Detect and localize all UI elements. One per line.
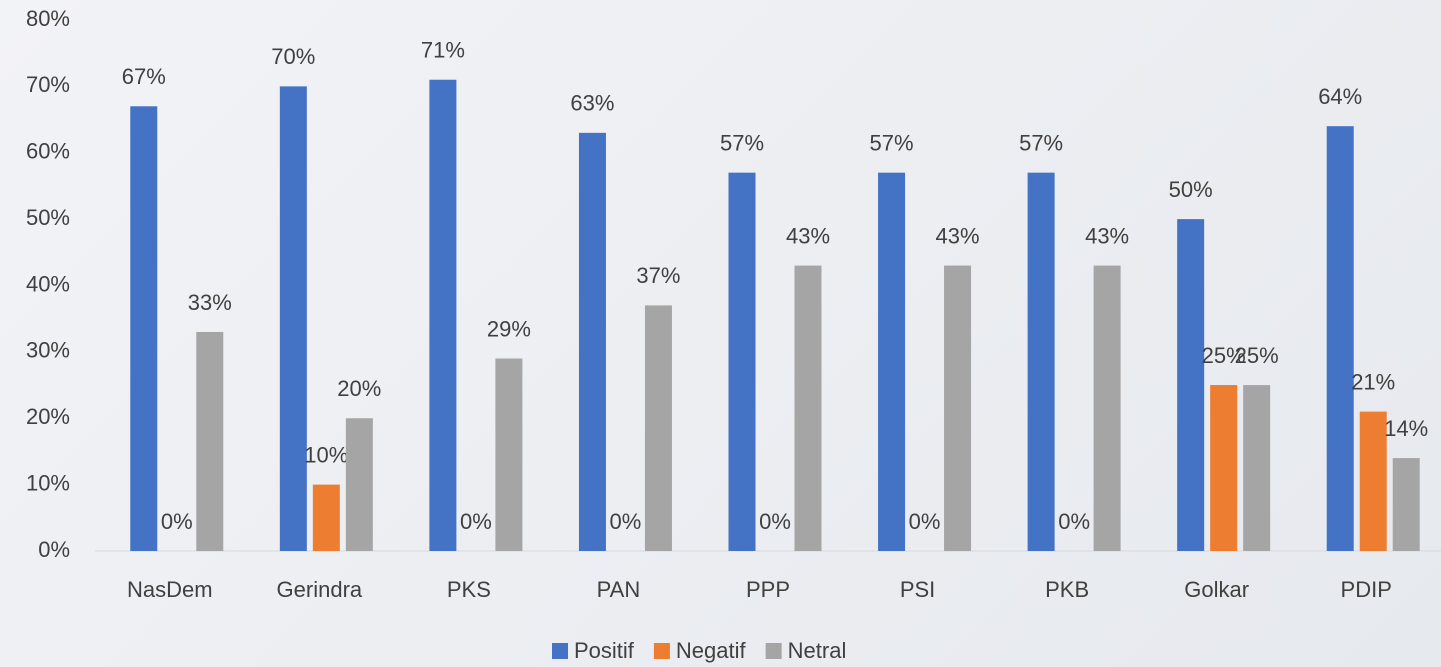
legend-swatch — [765, 643, 782, 659]
x-tick-label: PPP — [746, 577, 790, 602]
bar — [1326, 126, 1354, 551]
data-label: 43% — [786, 223, 830, 248]
data-label: 14% — [1384, 416, 1428, 441]
x-tick-label: NasDem — [127, 577, 213, 602]
data-label: 0% — [759, 509, 791, 534]
data-label: 25% — [1235, 343, 1279, 368]
y-tick-label: 10% — [26, 470, 70, 495]
y-tick-label: 20% — [26, 404, 70, 429]
data-label: 20% — [337, 376, 381, 401]
legend-swatch — [552, 643, 568, 659]
data-label: 50% — [1169, 177, 1213, 202]
bar — [644, 305, 672, 551]
x-tick-label: PDIP — [1341, 577, 1392, 602]
y-tick-label: 30% — [26, 338, 70, 363]
x-tick-label: PAN — [597, 577, 641, 602]
legend-label: Negatif — [676, 638, 747, 663]
legend-label: Netral — [788, 638, 847, 663]
y-tick-label: 50% — [26, 205, 70, 230]
bar — [1243, 385, 1271, 551]
bar — [495, 358, 523, 551]
bar — [1093, 265, 1121, 551]
legend-label: Positif — [574, 638, 635, 663]
x-tick-label: PKS — [447, 577, 491, 602]
bar — [1210, 385, 1238, 551]
bar — [1359, 411, 1387, 551]
bar — [1027, 172, 1055, 551]
data-label: 43% — [936, 223, 980, 248]
bar — [578, 132, 606, 551]
data-label: 70% — [271, 44, 315, 69]
data-label: 0% — [460, 509, 492, 534]
y-tick-label: 70% — [26, 72, 70, 97]
y-tick-label: 60% — [26, 139, 70, 164]
data-label: 29% — [487, 316, 531, 341]
data-label: 71% — [421, 38, 465, 63]
data-label: 0% — [1058, 509, 1090, 534]
x-tick-label: Golkar — [1184, 577, 1249, 602]
bar — [944, 265, 972, 551]
y-tick-label: 0% — [38, 537, 70, 562]
data-label: 25% — [1202, 343, 1246, 368]
data-label: 57% — [870, 130, 914, 155]
data-label: 64% — [1318, 84, 1362, 109]
x-tick-label: PKB — [1045, 577, 1089, 602]
data-label: 33% — [188, 290, 232, 315]
bar — [279, 86, 307, 551]
data-label: 63% — [570, 91, 614, 116]
bar — [794, 265, 822, 551]
data-label: 43% — [1085, 223, 1129, 248]
data-label: 21% — [1351, 369, 1395, 394]
bar — [345, 418, 373, 551]
bar — [130, 106, 158, 551]
data-label: 10% — [304, 442, 348, 467]
bar — [196, 331, 224, 551]
bar — [429, 79, 457, 552]
bar — [312, 484, 340, 551]
bar — [1177, 219, 1205, 551]
legend-swatch — [653, 643, 670, 659]
y-tick-label: 40% — [26, 271, 70, 296]
data-label: 0% — [610, 509, 642, 534]
data-label: 67% — [122, 64, 166, 89]
data-label: 57% — [1019, 130, 1063, 155]
bar — [1392, 458, 1420, 551]
data-label: 37% — [636, 263, 680, 288]
y-tick-label: 80% — [26, 6, 70, 31]
x-tick-label: Gerindra — [277, 577, 363, 602]
x-tick-label: PSI — [900, 577, 935, 602]
bar — [878, 172, 906, 551]
data-label: 0% — [909, 509, 941, 534]
data-label: 57% — [720, 130, 764, 155]
bar — [728, 172, 756, 551]
data-label: 0% — [161, 509, 193, 534]
